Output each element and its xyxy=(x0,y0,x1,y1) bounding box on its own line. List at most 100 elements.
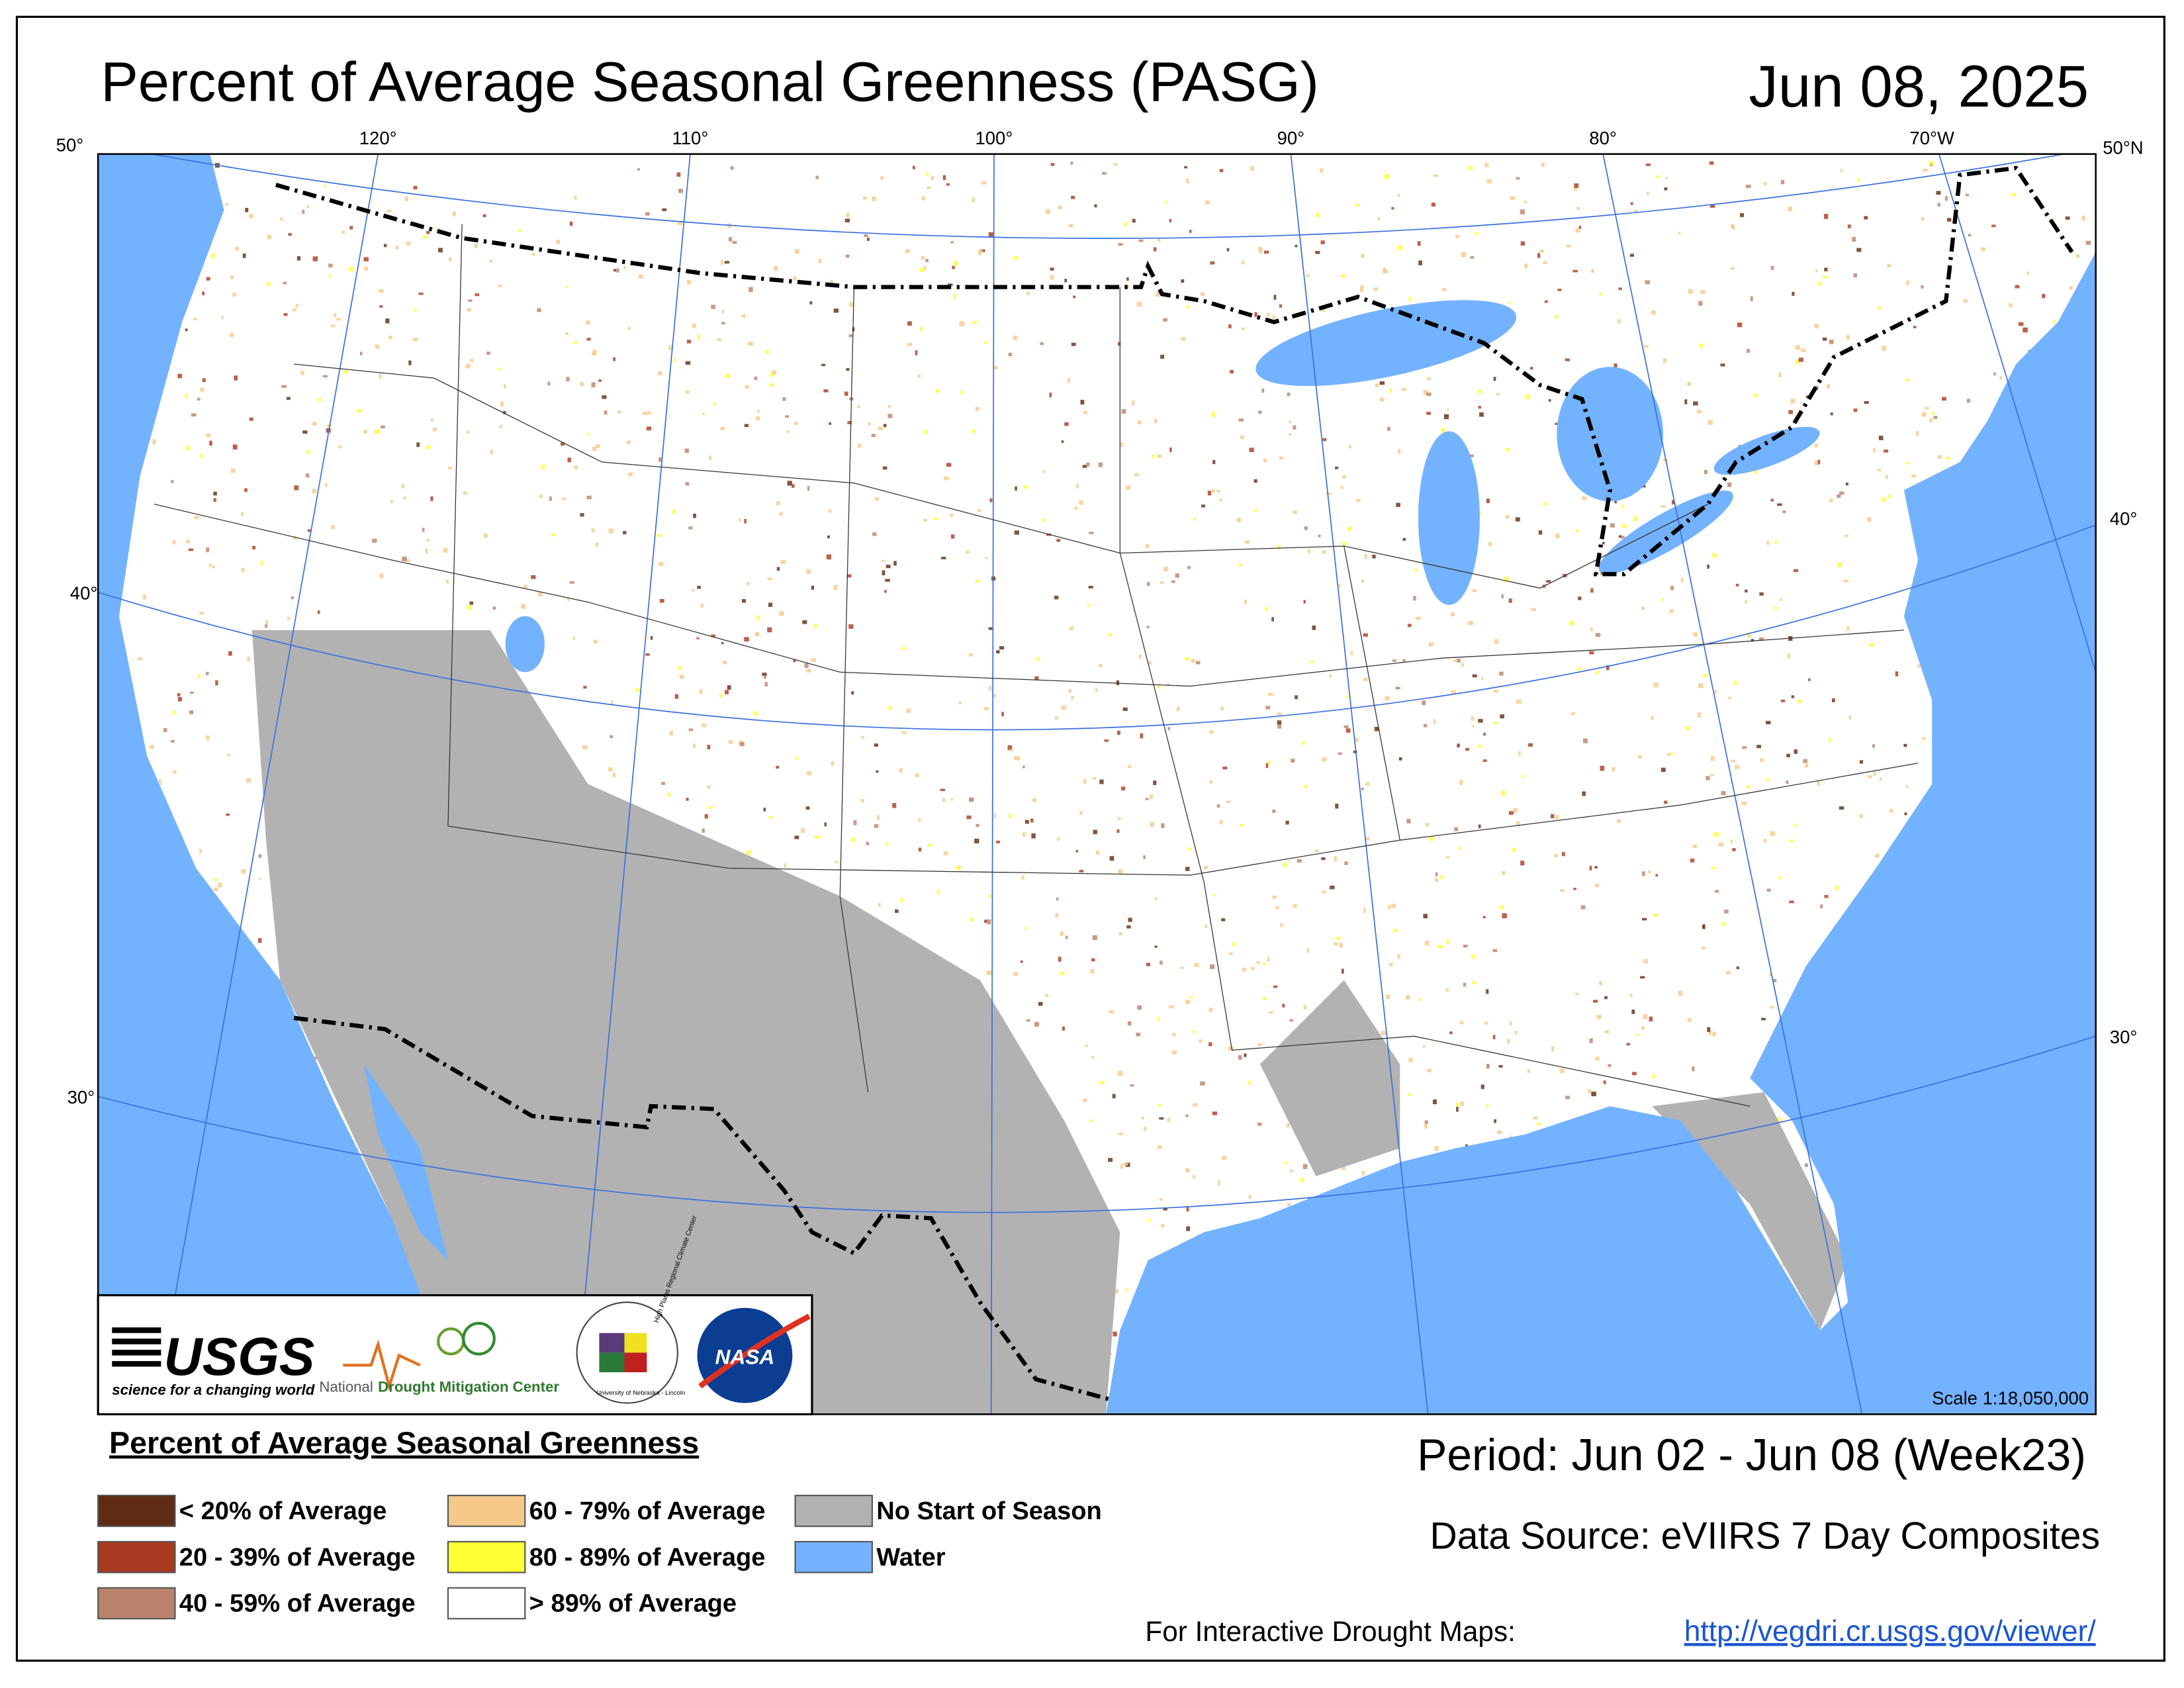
speckle xyxy=(1193,1103,1198,1107)
speckle xyxy=(1287,1203,1291,1207)
speckle xyxy=(1528,743,1533,747)
speckle xyxy=(1769,972,1772,977)
speckle xyxy=(1678,232,1681,234)
speckle xyxy=(1588,1089,1591,1094)
speckle xyxy=(1393,929,1398,932)
speckle xyxy=(1066,935,1068,939)
speckle xyxy=(1073,295,1076,299)
latitude-label: 30° xyxy=(2110,1027,2138,1047)
speckle xyxy=(328,263,333,268)
speckle xyxy=(1211,489,1215,492)
speckle xyxy=(1868,775,1872,778)
speckle xyxy=(613,357,615,361)
speckle xyxy=(343,370,349,374)
speckle xyxy=(669,731,674,736)
speckle xyxy=(1839,491,1844,495)
speckle xyxy=(1277,724,1282,729)
speckle xyxy=(1293,904,1297,908)
speckle xyxy=(1315,251,1320,254)
speckle xyxy=(1724,910,1729,914)
legend-label: 20 - 39% of Average xyxy=(179,1544,416,1571)
speckle xyxy=(1731,224,1734,228)
speckle xyxy=(1687,381,1691,386)
speckle xyxy=(730,166,734,170)
speckle xyxy=(1083,1098,1087,1102)
speckle xyxy=(1154,897,1158,901)
speckle xyxy=(1093,829,1097,835)
speckle xyxy=(1118,1070,1123,1076)
speckle xyxy=(638,274,643,279)
speckle xyxy=(307,529,312,532)
speckle xyxy=(1632,1072,1637,1076)
longitude-label: 90° xyxy=(1277,128,1305,148)
speckle xyxy=(1479,412,1484,417)
speckle xyxy=(993,365,998,370)
speckle xyxy=(1555,815,1559,820)
speckle xyxy=(1397,194,1400,197)
speckle xyxy=(1604,1030,1609,1034)
speckle xyxy=(1422,1045,1426,1049)
speckle xyxy=(612,773,616,778)
viewer-link[interactable]: http://vegdri.cr.usgs.gov/viewer/ xyxy=(1684,1615,2097,1648)
speckle xyxy=(1614,363,1617,368)
speckle xyxy=(306,450,310,454)
speckle xyxy=(228,651,232,656)
speckle xyxy=(885,579,890,582)
speckle xyxy=(1289,1019,1294,1022)
speckle xyxy=(1330,885,1335,890)
speckle xyxy=(1507,1039,1510,1044)
speckle xyxy=(950,534,955,539)
speckle xyxy=(806,569,811,575)
speckle xyxy=(830,279,834,284)
speckle xyxy=(582,745,588,750)
speckle xyxy=(1815,269,1819,272)
speckle xyxy=(993,694,996,698)
speckle xyxy=(1617,319,1621,324)
speckle xyxy=(1042,518,1046,523)
speckle xyxy=(300,370,304,375)
speckle xyxy=(566,377,570,381)
speckle xyxy=(213,498,216,502)
legend: < 20% of Average 20 - 39% of Average 40 - … xyxy=(97,1495,1102,1620)
speckle xyxy=(1505,447,1510,451)
speckle xyxy=(1071,696,1074,700)
speckle xyxy=(330,525,335,530)
speckle xyxy=(805,669,811,673)
speckle xyxy=(988,232,994,238)
speckle xyxy=(463,491,467,495)
speckle xyxy=(720,426,725,431)
speckle xyxy=(1770,831,1775,837)
speckle xyxy=(1536,1122,1541,1125)
speckle xyxy=(1754,393,1758,398)
logo-box: USGS science for a changing world Nation… xyxy=(97,1214,813,1416)
speckle xyxy=(1486,989,1489,994)
speckle xyxy=(1508,301,1510,305)
speckle xyxy=(1038,1002,1043,1006)
speckle xyxy=(1244,599,1247,605)
legend-label: 80 - 89% of Average xyxy=(529,1544,766,1571)
speckle xyxy=(2075,254,2079,258)
speckle xyxy=(1822,337,1827,341)
speckle xyxy=(1589,651,1594,655)
speckle xyxy=(1760,1017,1766,1021)
speckle xyxy=(1780,699,1786,702)
speckle xyxy=(158,779,161,782)
speckle xyxy=(595,542,599,547)
speckle xyxy=(412,338,418,342)
speckle xyxy=(950,798,954,801)
speckle xyxy=(1373,287,1379,291)
speckle xyxy=(1175,573,1179,578)
speckle xyxy=(1750,296,1753,301)
speckle xyxy=(1455,234,1460,239)
speckle xyxy=(1881,497,1886,502)
speckle xyxy=(1745,589,1748,592)
speckle xyxy=(1711,553,1717,558)
speckle xyxy=(1109,856,1115,861)
speckle xyxy=(1009,749,1014,751)
speckle xyxy=(1847,224,1851,228)
speckle xyxy=(1599,292,1603,296)
speckle xyxy=(1848,716,1852,720)
speckle xyxy=(1401,388,1407,391)
speckle xyxy=(1829,340,1834,344)
data-source: Data Source: eVIIRS 7 Day Composites xyxy=(1430,1515,2100,1558)
